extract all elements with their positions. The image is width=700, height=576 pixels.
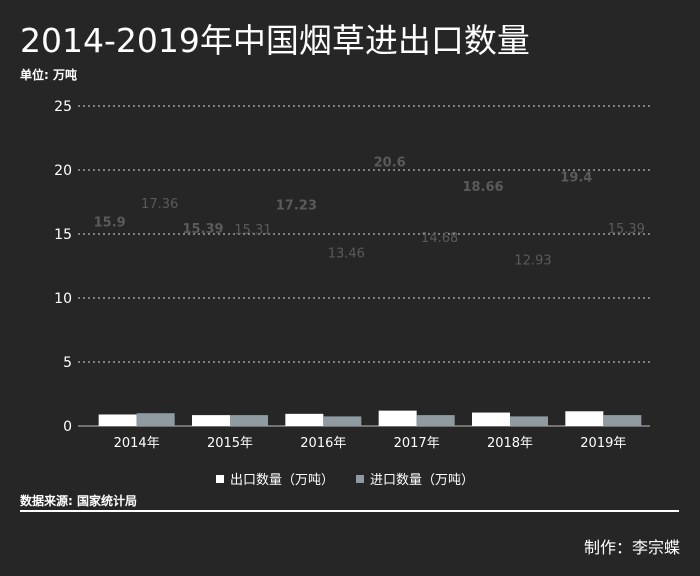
legend-swatch-export (216, 475, 224, 483)
data-label-export: 15.9 (94, 215, 126, 230)
x-tick-label: 2014年 (114, 436, 160, 451)
data-label-import: 13.46 (328, 247, 365, 262)
credit-label: 制作：李宗蝶 (583, 538, 680, 557)
data-label-export: 18.66 (462, 180, 503, 195)
bar-import (323, 416, 362, 426)
y-tick-label: 25 (54, 99, 72, 115)
data-label-import: 17.36 (141, 197, 178, 212)
y-tick-label: 15 (54, 227, 72, 243)
data-label-import: 15.31 (234, 223, 271, 238)
y-tick-label: 20 (54, 163, 72, 179)
x-axis-ticks: 2014年 2015年 2016年 2017年 2018年 2019年 (114, 436, 627, 451)
legend-swatch-import (356, 475, 364, 483)
y-tick-label: 5 (63, 355, 72, 371)
bar-import (603, 415, 642, 426)
legend: 出口数量（万吨） 进口数量（万吨） (216, 473, 474, 488)
data-labels: 15.9 15.39 17.23 20.6 18.66 19.4 17.36 15.31 13.… (94, 155, 645, 268)
y-axis-ticks: 0 5 10 15 20 25 (54, 99, 72, 435)
divider (20, 510, 679, 512)
data-source: 数据来源: 国家统计局 (20, 494, 137, 508)
bar-export (285, 413, 324, 426)
bar-export (565, 411, 604, 426)
legend-label-import: 进口数量（万吨） (370, 473, 474, 488)
x-tick-label: 2015年 (207, 436, 253, 451)
bar-export (192, 415, 230, 426)
bar-import (136, 413, 175, 426)
bar-chart: 0 5 10 15 20 25 15.9 15.39 17.23 20.6 18.66 19.4 17… (54, 99, 650, 488)
data-label-import: 14.68 (421, 231, 458, 246)
x-tick-label: 2018年 (487, 436, 533, 451)
data-label-export: 15.39 (182, 222, 223, 237)
bar-export (378, 410, 417, 426)
y-tick-label: 0 (63, 419, 72, 435)
legend-label-export: 出口数量（万吨） (230, 473, 334, 488)
bar-export (98, 414, 137, 426)
data-label-import: 15.39 (608, 222, 645, 237)
unit-label: 单位: 万吨 (20, 68, 77, 82)
data-label-export: 20.6 (374, 155, 406, 170)
bars (98, 410, 642, 426)
bar-import (510, 416, 548, 426)
x-tick-label: 2017年 (394, 436, 440, 451)
x-tick-label: 2019年 (580, 436, 626, 451)
data-label-export: 17.23 (276, 198, 317, 213)
bar-export (472, 412, 510, 426)
chart-title: 2014-2019年中国烟草进出口数量 (20, 21, 530, 60)
data-label-export: 19.4 (560, 171, 592, 186)
data-label-import: 12.93 (514, 253, 551, 268)
y-tick-label: 10 (54, 291, 72, 307)
gridlines (78, 105, 650, 427)
bar-import (416, 415, 455, 426)
bar-import (230, 415, 268, 426)
x-tick-label: 2016年 (300, 436, 346, 451)
